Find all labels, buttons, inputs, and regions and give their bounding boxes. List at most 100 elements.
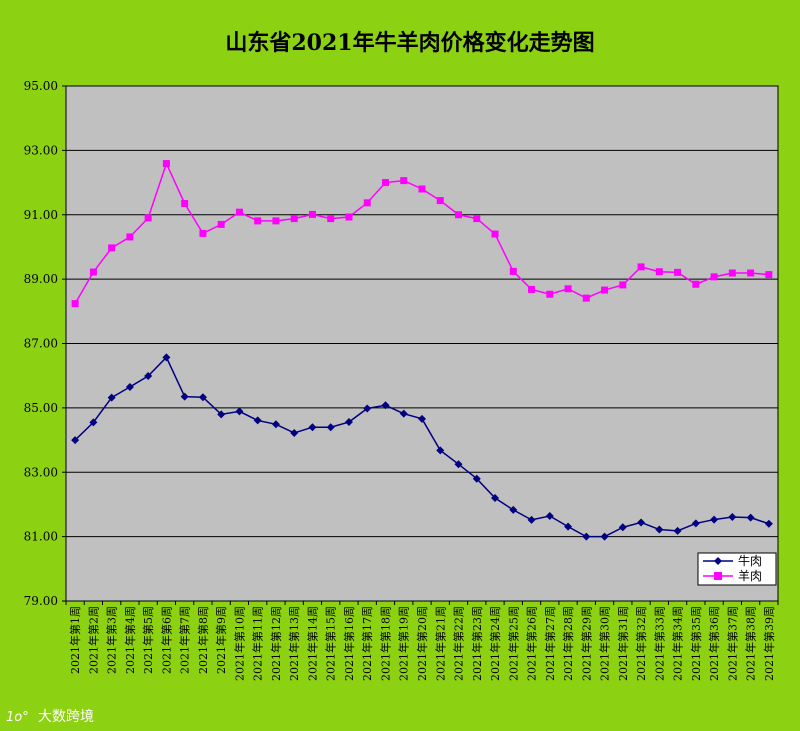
series-beef (71, 353, 773, 541)
x-tick-label: 2021年第33周 (652, 606, 666, 681)
data-point (272, 217, 280, 225)
x-tick-label: 2021年第21周 (433, 606, 447, 681)
x-tick-label: 2021年第8周 (196, 606, 210, 674)
data-point (198, 393, 207, 402)
x-tick-label: 2021年第25周 (506, 606, 520, 681)
y-tick-label: 95.00 (24, 79, 58, 93)
data-point (108, 244, 116, 252)
data-point (600, 532, 609, 541)
data-point (637, 263, 645, 271)
data-point (491, 494, 500, 502)
data-point (564, 285, 572, 293)
data-point (747, 269, 755, 277)
data-point (125, 382, 134, 391)
x-tick-label: 2021年第19周 (397, 606, 411, 681)
data-point (765, 271, 773, 279)
y-tick-label: 85.00 (24, 401, 58, 415)
x-tick-label: 2021年第23周 (470, 606, 484, 681)
legend-box (697, 552, 777, 586)
y-axis-ticks: 79.00 81.00 83.00 85.00 87.00 89.00 91.00 93.00… (24, 79, 66, 608)
data-point (674, 268, 682, 276)
data-point (673, 526, 682, 535)
data-point (710, 515, 719, 524)
data-point (619, 281, 627, 289)
data-point (509, 267, 517, 275)
legend-label-lamb: 羊肉 (738, 568, 762, 583)
x-tick-label: 2021年第37周 (725, 606, 739, 681)
data-point (601, 286, 609, 294)
data-point (399, 409, 408, 418)
data-point (728, 512, 737, 521)
data-point (546, 290, 554, 298)
data-point (181, 199, 189, 207)
data-point (271, 420, 280, 429)
data-point (528, 285, 536, 293)
data-point (253, 416, 262, 425)
x-tick-label: 2021年第39周 (762, 606, 776, 681)
x-tick-label: 2021年第9周 (214, 606, 228, 674)
x-tick-label: 2021年第13周 (287, 606, 301, 681)
data-point (363, 404, 372, 413)
data-point (472, 474, 481, 483)
x-tick-label: 2021年第20周 (415, 606, 429, 681)
data-point (746, 513, 755, 522)
x-tick-label: 2021年第2周 (86, 606, 100, 674)
data-point (418, 414, 426, 423)
x-tick-label: 2021年第16周 (342, 606, 356, 681)
data-point (126, 233, 134, 241)
data-point (473, 215, 481, 223)
x-tick-label: 2021年第1周 (68, 606, 82, 674)
x-tick-label: 2021年第32周 (634, 606, 648, 681)
data-point (363, 199, 371, 207)
data-point (290, 428, 299, 437)
data-point (107, 393, 116, 402)
data-point (455, 211, 463, 219)
data-point (436, 197, 444, 205)
data-point (235, 407, 244, 416)
data-point (710, 273, 718, 281)
x-tick-label: 2021年第14周 (305, 606, 319, 681)
gridlines (66, 149, 778, 538)
y-tick-label: 81.00 (24, 530, 58, 544)
x-tick-label: 2021年第11周 (251, 606, 265, 681)
chart-title: 山东省2021年牛羊肉价格变化走势图 (225, 30, 594, 56)
x-tick-label: 2021年第18周 (378, 606, 392, 681)
x-tick-label: 2021年第5周 (141, 606, 155, 674)
watermark-text: 大数跨境 (38, 709, 94, 725)
legend-marker-beef (714, 557, 722, 565)
x-tick-label: 2021年第28周 (561, 606, 575, 681)
data-point (545, 512, 554, 521)
data-point (308, 210, 316, 218)
data-point (290, 215, 298, 223)
data-point (564, 522, 573, 531)
data-point (71, 436, 80, 445)
data-point (692, 280, 700, 288)
x-tick-label: 2021年第34周 (671, 606, 685, 681)
x-tick-label: 2021年第24周 (488, 606, 502, 681)
data-point (728, 269, 736, 277)
x-tick-label: 2021年第38周 (744, 606, 758, 681)
data-point (235, 208, 243, 216)
y-tick-label: 93.00 (24, 143, 58, 157)
x-axis-ticks: 2021年第1周 2021年第2周 2021年第3周 2021年第4周 2021年第5周… (65, 601, 779, 681)
data-point (381, 179, 389, 187)
watermark: 1o° 大数跨境 (6, 709, 94, 725)
x-tick-label: 2021年第36周 (707, 606, 721, 681)
data-point (326, 423, 335, 432)
data-point (655, 525, 664, 534)
data-point (509, 505, 518, 514)
y-tick-label: 83.00 (24, 465, 58, 479)
x-tick-label: 2021年第7周 (178, 606, 192, 674)
data-point (344, 418, 353, 427)
data-point (400, 177, 408, 185)
data-point (418, 185, 426, 193)
data-point (637, 518, 646, 527)
watermark-logo: 1o° (6, 710, 29, 725)
x-tick-label: 2021年第30周 (598, 606, 612, 681)
x-tick-label: 2021年第10周 (232, 606, 246, 681)
data-point (345, 213, 353, 221)
series-group (71, 160, 773, 541)
x-tick-label: 2021年第27周 (543, 606, 557, 681)
data-point (527, 515, 536, 524)
